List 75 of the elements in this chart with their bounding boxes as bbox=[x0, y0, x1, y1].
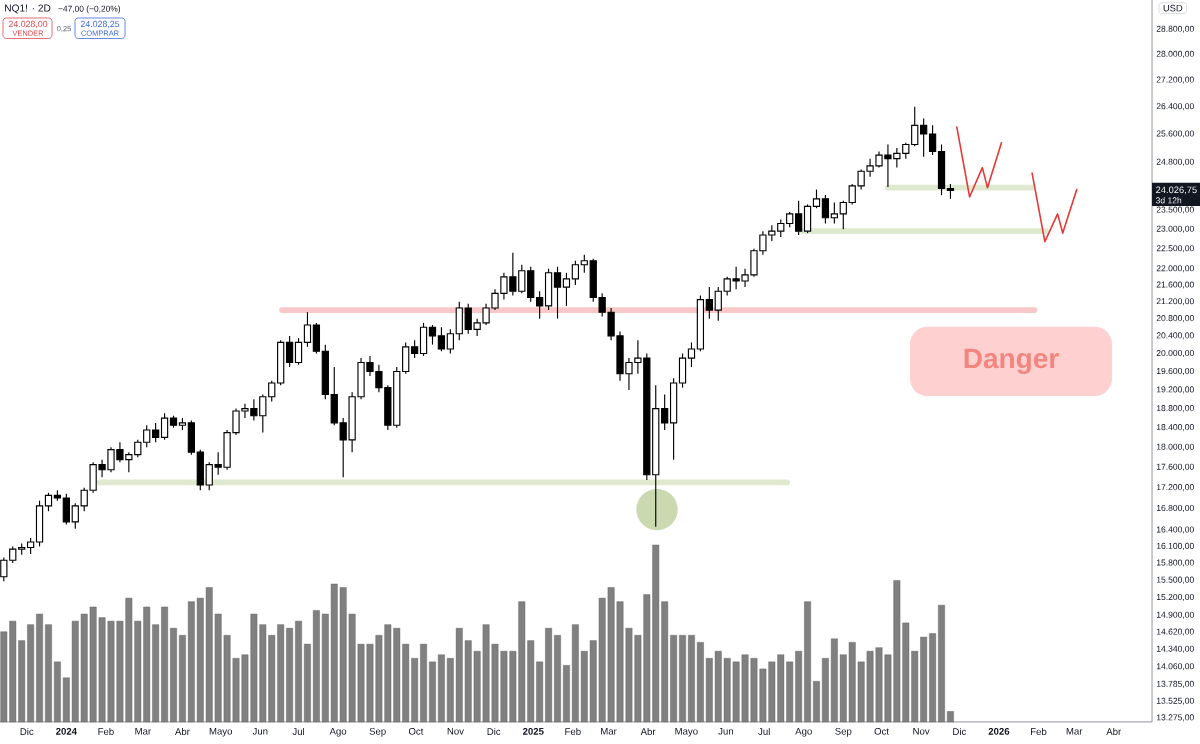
x-tick-label: Abr bbox=[1106, 727, 1122, 735]
candlestick bbox=[669, 377, 678, 461]
x-tick-label: Dic bbox=[487, 727, 501, 735]
y-tick-label: 13.525,00 bbox=[1156, 697, 1194, 705]
y-tick-label: 28.800,00 bbox=[1156, 25, 1194, 33]
x-tick-label: Nov bbox=[913, 727, 930, 735]
y-tick-label: 23.500,00 bbox=[1156, 206, 1194, 214]
x-tick-label: Sep bbox=[369, 727, 386, 737]
x-tick-label: Mar bbox=[601, 727, 617, 735]
y-tick-label: 17.600,00 bbox=[1156, 463, 1194, 471]
text: 3d 12h bbox=[1155, 197, 1182, 204]
y-tick-label: 19.600,00 bbox=[1156, 367, 1194, 376]
x-tick-label: Mayo bbox=[209, 727, 233, 737]
x-tick-label: Ago bbox=[795, 727, 812, 737]
x-tick-label: Jun bbox=[718, 727, 734, 735]
y-tick-label: 28.000,00 bbox=[1156, 50, 1194, 58]
x-tick-label: Abr bbox=[640, 727, 656, 735]
y-tick-label: 22.000,00 bbox=[1156, 265, 1194, 273]
y-tick-label: 25.600,00 bbox=[1156, 130, 1194, 138]
text: −47,00 (−0,20%) bbox=[58, 5, 121, 14]
x-tick-label: 2024 bbox=[56, 727, 77, 735]
y-tick-label: 16.100,00 bbox=[1156, 542, 1194, 550]
y-tick-label: 14.620,00 bbox=[1156, 628, 1194, 636]
x-tick-label: 2026 bbox=[988, 727, 1010, 735]
y-tick-label: 24.800,00 bbox=[1156, 158, 1194, 166]
x-tick-label: Dic bbox=[953, 727, 967, 735]
y-tick-label: 23.000,00 bbox=[1156, 225, 1194, 233]
y-tick-label: 26.400,00 bbox=[1156, 103, 1194, 111]
x-tick-label: Oct bbox=[408, 727, 424, 735]
y-tick-label: 14.900,00 bbox=[1156, 611, 1194, 619]
x-tick-label: Feb bbox=[1031, 727, 1047, 735]
y-tick-label: 13.785,00 bbox=[1156, 680, 1194, 688]
y-tick-label: 22.500,00 bbox=[1156, 245, 1194, 253]
text: 24.026,75 bbox=[1156, 186, 1197, 195]
annotation: 24.028,25 bbox=[80, 20, 120, 29]
chart-title: NQ1! · 2D bbox=[5, 4, 51, 14]
y-tick-label: 16.400,00 bbox=[1156, 526, 1194, 534]
annotation: Danger bbox=[964, 348, 1059, 374]
y-tick-label: 20.000,00 bbox=[1156, 350, 1194, 358]
y-tick-label: 16.800,00 bbox=[1156, 504, 1194, 513]
x-tick-label: Nov bbox=[447, 727, 464, 735]
y-tick-label: 15.200,00 bbox=[1156, 593, 1194, 602]
x-tick-label: Abr bbox=[174, 727, 190, 735]
x-tick-label: Jun bbox=[252, 727, 268, 735]
x-tick-label: Dic bbox=[20, 727, 34, 735]
x-tick-label: Feb bbox=[565, 727, 581, 735]
annotation: 24.028,00 bbox=[8, 20, 48, 29]
y-axis-title: USD bbox=[1163, 4, 1183, 12]
y-tick-label: 13.275,00 bbox=[1156, 714, 1194, 722]
y-tick-label: 27.200,00 bbox=[1156, 76, 1194, 84]
y-tick-label: 14.060,00 bbox=[1156, 663, 1194, 671]
y-tick-label: 21.200,00 bbox=[1156, 298, 1194, 306]
line-series bbox=[956, 126, 1003, 198]
y-tick-label: 18.400,00 bbox=[1156, 424, 1194, 432]
y-tick-label: 18.000,00 bbox=[1156, 443, 1194, 451]
y-tick-label: 20.400,00 bbox=[1156, 332, 1194, 340]
y-tick-label: 18.800,00 bbox=[1156, 405, 1194, 413]
y-tick-label: 20.800,00 bbox=[1156, 315, 1194, 323]
x-tick-label: Jul bbox=[758, 727, 770, 735]
x-tick-label: Feb bbox=[98, 727, 114, 735]
y-tick-label: 15.500,00 bbox=[1156, 576, 1194, 584]
y-tick-label: 19.200,00 bbox=[1156, 386, 1194, 394]
x-tick-label: Mar bbox=[135, 727, 151, 735]
y-tick-label: 17.200,00 bbox=[1156, 484, 1194, 492]
x-tick-label: 2025 bbox=[522, 727, 544, 735]
y-tick-label: 15.800,00 bbox=[1156, 559, 1194, 567]
line-series bbox=[1031, 172, 1078, 243]
x-tick-label: Oct bbox=[874, 727, 889, 735]
x-tick-label: Ago bbox=[329, 727, 347, 737]
x-tick-label: Sep bbox=[835, 727, 852, 737]
x-tick-label: Mayo bbox=[675, 727, 698, 737]
x-tick-label: Mar bbox=[1066, 727, 1083, 735]
y-tick-label: 21.600,00 bbox=[1156, 281, 1194, 289]
y-tick-label: 14.340,00 bbox=[1156, 645, 1194, 653]
x-tick-label: Jul bbox=[292, 727, 305, 735]
